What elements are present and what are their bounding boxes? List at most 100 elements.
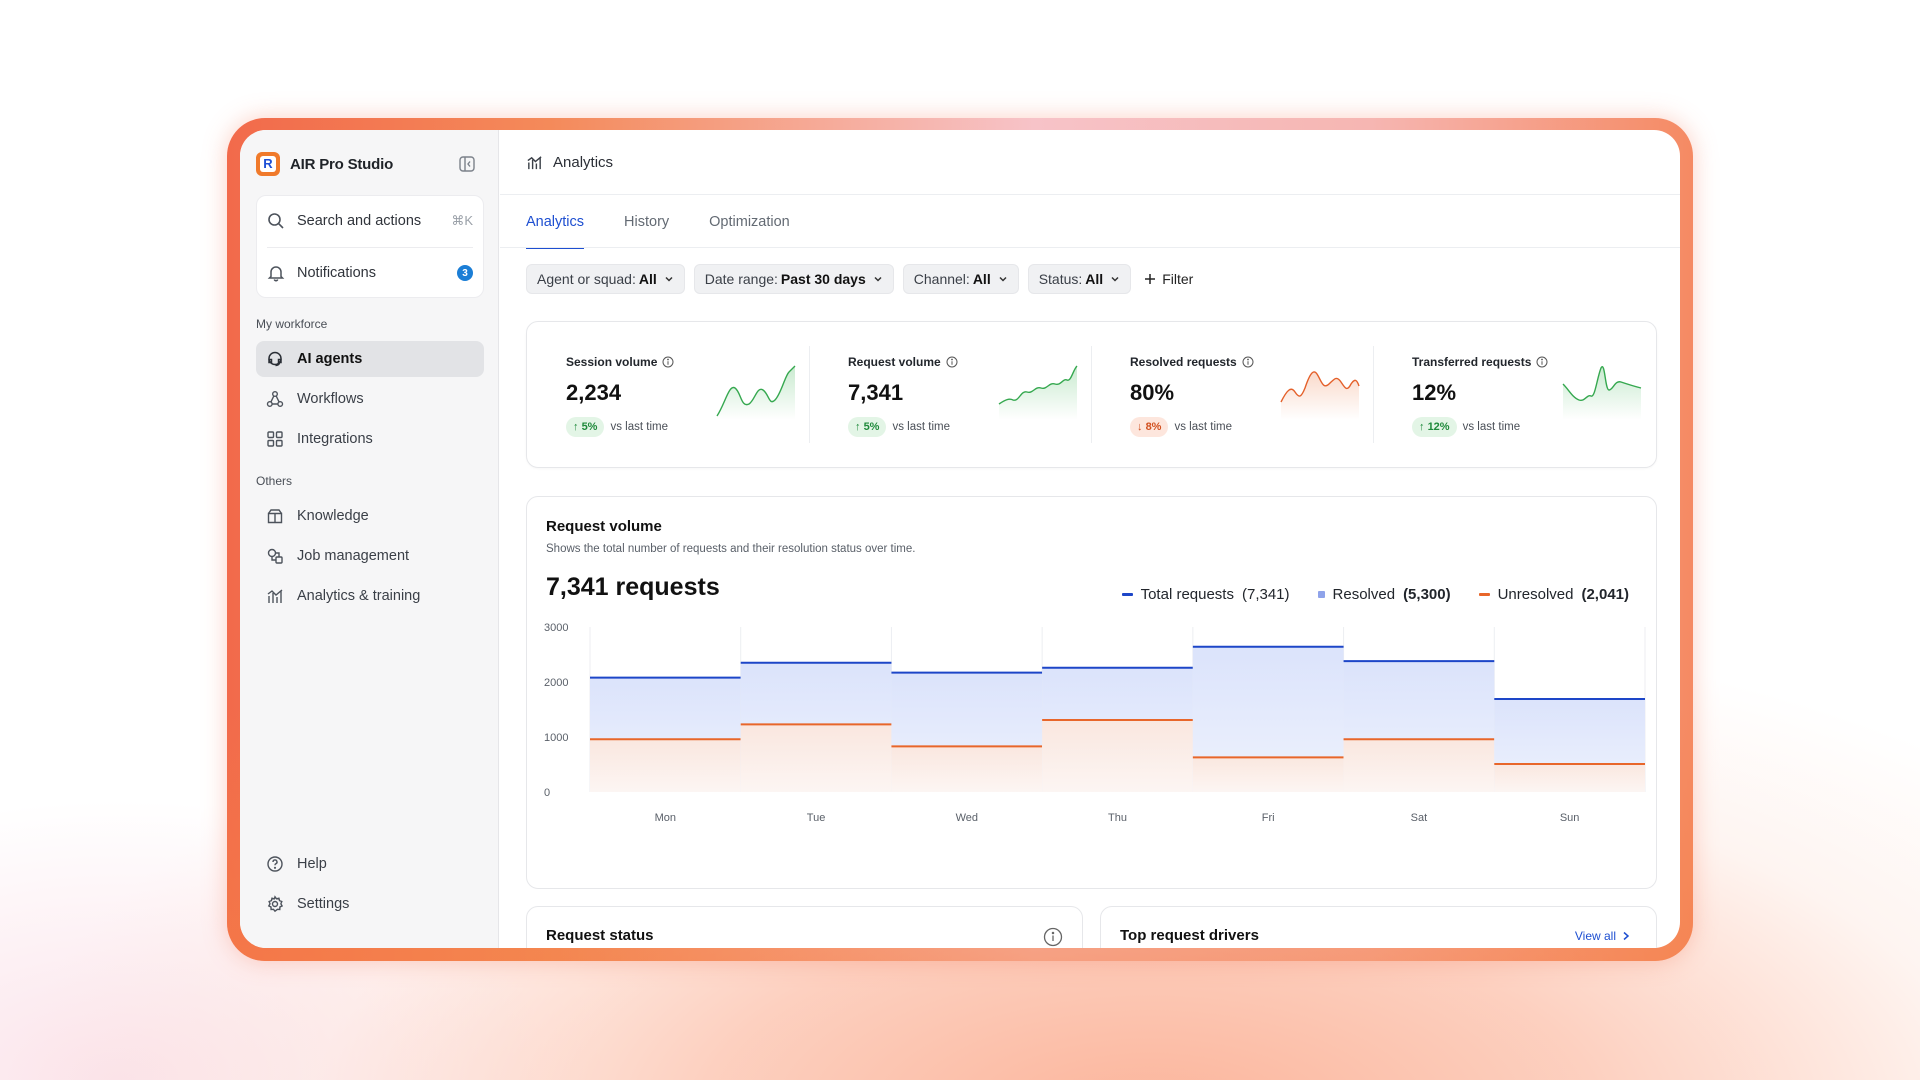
sidebar-item-ai-agents[interactable]: AI agents (256, 341, 484, 377)
kpi-value: 2,234 (566, 380, 622, 405)
tab-analytics[interactable]: Analytics (526, 195, 585, 249)
add-filter-button[interactable]: Filter (1140, 264, 1193, 294)
add-filter-label: Filter (1162, 271, 1194, 287)
filter-status-dropdown[interactable]: Status: All (1027, 264, 1132, 294)
info-icon[interactable] (1536, 356, 1548, 368)
x-tick-label: Sun (1560, 812, 1580, 824)
unresolved-area-segment (1343, 739, 1495, 792)
kpi-value: 80% (1130, 380, 1175, 405)
info-icon[interactable] (946, 356, 958, 368)
headset-icon (268, 351, 282, 367)
kpi-delta-note: vs last time (1462, 421, 1521, 433)
app-logo-icon: R (256, 152, 280, 176)
notifications-count-badge: 3 (457, 265, 473, 281)
sparkline-chart (1280, 371, 1360, 420)
kpi-session-volume: Session volume 2,234 ↑ 5% vs last time (527, 322, 809, 467)
sidebar-item-label: Job management (297, 548, 410, 564)
search-actions-button[interactable]: Search and actions ⌘K (257, 196, 483, 246)
notifications-label: Notifications (297, 265, 376, 281)
kpi-title: Session volume (566, 355, 658, 369)
legend-swatch (1121, 593, 1133, 596)
card-subtitle: Shows the total number of requests and t… (546, 543, 916, 555)
sidebar-item-knowledge[interactable]: Knowledge (256, 498, 484, 534)
kpi-title: Request volume (848, 355, 941, 369)
info-icon[interactable] (1242, 356, 1254, 368)
unresolved-area-segment (1494, 763, 1645, 792)
sidebar-item-label: Analytics & training (297, 588, 421, 604)
sidebar-item-label: Knowledge (297, 508, 369, 524)
chevron-down-icon (665, 276, 673, 282)
sidebar-item-settings[interactable]: Settings (256, 886, 484, 922)
legend-value: (2,041) (1581, 586, 1629, 603)
view-all-link[interactable]: View all (1575, 929, 1630, 943)
legend-item-unresolved[interactable]: Unresolved (2,041) (1478, 586, 1629, 603)
kpi-delta-badge: ↓ 8% (1130, 417, 1169, 437)
unresolved-area-segment (740, 724, 892, 792)
kpi-transferred-requests: Transferred requests 12% ↑ 12% vs last ti… (1373, 322, 1655, 467)
brand[interactable]: R AIR Pro Studio (256, 152, 393, 176)
legend-item-total[interactable]: Total requests (7,341) (1121, 586, 1290, 603)
chevron-down-icon (874, 276, 882, 282)
sidebar-item-help[interactable]: Help (256, 846, 484, 882)
filter-value: All (1085, 271, 1104, 287)
sidebar-item-workflows[interactable]: Workflows (256, 381, 484, 417)
info-icon[interactable] (1043, 927, 1063, 947)
sparkline-chart (716, 365, 796, 420)
app-name: AIR Pro Studio (290, 155, 394, 173)
kpi-resolved-requests: Resolved requests 80% ↓ 8% vs last time (1091, 322, 1373, 467)
unresolved-area-segment (590, 739, 741, 792)
card-title: Top request drivers (1120, 927, 1259, 944)
x-tick-label: Sat (1411, 812, 1428, 824)
legend-name: Total requests (1140, 586, 1234, 603)
filter-value: Past 30 days (780, 271, 866, 287)
quick-actions-card: Search and actions ⌘K Notifications 3 (256, 195, 484, 298)
kpi-delta-value: 8% (1145, 421, 1162, 433)
filter-channel-dropdown[interactable]: Channel: All (902, 264, 1019, 294)
notifications-button[interactable]: Notifications 3 (257, 248, 483, 298)
sidebar-item-label: Help (297, 856, 327, 872)
sidebar-item-analytics-training[interactable]: Analytics & training (256, 578, 484, 614)
kpi-delta-badge: ↑ 5% (848, 417, 887, 437)
workflow-icon (266, 391, 284, 407)
top-request-drivers-card: Top request drivers View all (1100, 906, 1657, 948)
kpi-delta-note: vs last time (892, 421, 950, 433)
sidebar-item-job-management[interactable]: Job management (256, 538, 484, 574)
x-tick-label: Wed (956, 812, 978, 824)
search-label: Search and actions (297, 213, 422, 229)
legend-item-resolved[interactable]: Resolved (5,300) (1317, 586, 1451, 603)
sparkline-chart (1562, 365, 1642, 420)
request-volume-chart: 0 1000 2000 3000 Mon Tue Wed Thu Fri Sat Sun (544, 622, 1646, 824)
sidebar-item-label: AI agents (297, 351, 363, 367)
analytics-icon (527, 155, 542, 169)
x-tick-label: Mon (655, 812, 676, 824)
page-title: Analytics (553, 153, 614, 171)
tab-optimization[interactable]: Optimization (709, 213, 790, 230)
card-title: Request status (546, 927, 654, 944)
sidebar-item-integrations[interactable]: Integrations (256, 421, 484, 457)
sparkline-chart (998, 365, 1078, 420)
kpi-delta-badge: ↑ 5% (566, 417, 605, 437)
y-tick-label: 0 (544, 787, 550, 799)
kpi-value: 12% (1412, 380, 1457, 405)
collapse-sidebar-icon[interactable] (458, 155, 476, 173)
tab-history[interactable]: History (624, 213, 670, 230)
y-tick-label: 3000 (544, 622, 568, 634)
legend-swatch (1478, 593, 1490, 596)
card-title: Request volume (546, 518, 662, 535)
chevron-down-icon (1111, 276, 1119, 282)
search-shortcut: ⌘K (451, 213, 473, 228)
info-icon[interactable] (662, 356, 674, 368)
chart-legend: Total requests (7,341) Resolved (5,300) Un… (1121, 586, 1629, 603)
app-window: R AIR Pro Studio Search and actions ⌘K N… (240, 130, 1680, 948)
filter-label: Status: (1038, 271, 1083, 287)
kpi-delta-note: vs last time (1174, 421, 1232, 433)
gear-icon (267, 895, 284, 913)
tab-bar: Analytics History Optimization (526, 195, 790, 249)
filter-label: Agent or squad: (537, 271, 636, 287)
sidebar: R AIR Pro Studio Search and actions ⌘K N… (240, 130, 499, 948)
filter-agent-dropdown[interactable]: Agent or squad: All (526, 264, 685, 294)
kpi-delta-value: 5% (863, 421, 880, 433)
kpi-title: Transferred requests (1412, 355, 1532, 369)
x-tick-label: Thu (1108, 812, 1127, 824)
filter-date-range-dropdown[interactable]: Date range: Past 30 days (693, 264, 894, 294)
